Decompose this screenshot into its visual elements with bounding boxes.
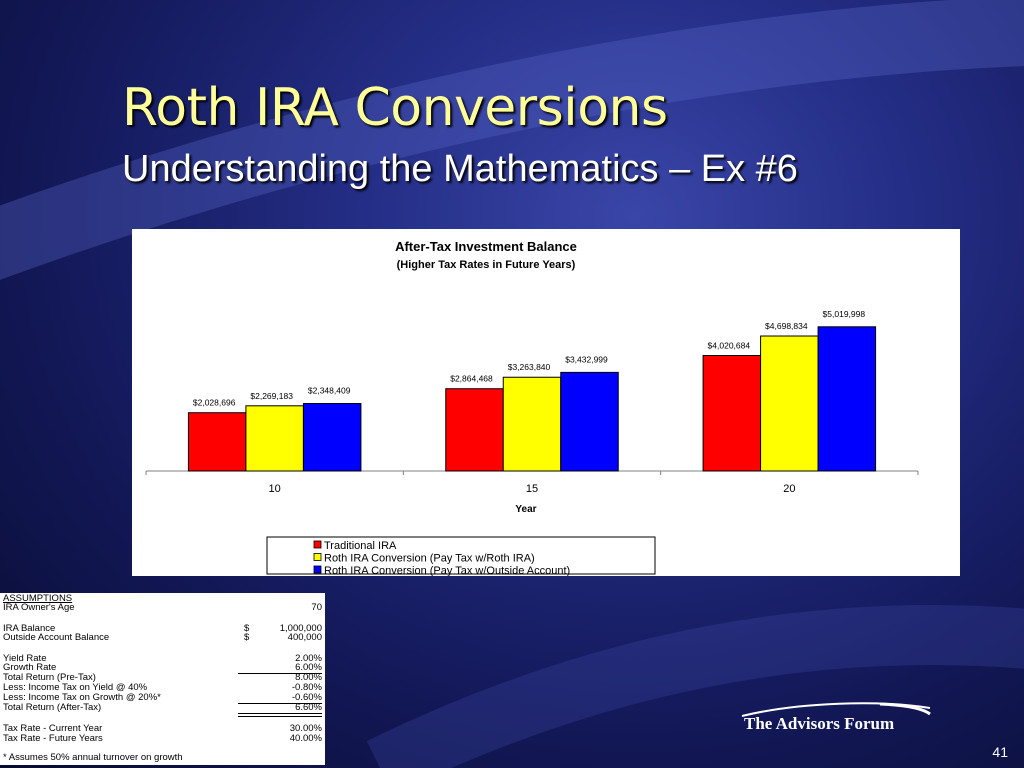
ira-balance-currency: $	[244, 623, 250, 634]
growth-rate-label: Growth Rate	[3, 662, 57, 673]
assumptions-footnote: * Assumes 50% annual turnover on growth	[3, 752, 183, 763]
bar-data-label: $2,028,696	[193, 398, 236, 408]
total-double-rule	[238, 713, 322, 717]
legend-entry: Traditional IRA	[324, 540, 397, 552]
tax-on-yield-label: Less: Income Tax on Yield @ 40%	[3, 682, 148, 693]
legend-entry: Roth IRA Conversion (Pay Tax w/Roth IRA)	[324, 553, 535, 565]
legend-box	[266, 536, 656, 575]
bar	[245, 405, 304, 472]
chart-title: After-Tax Investment Balance	[395, 239, 577, 254]
bar-data-label: $5,019,998	[823, 309, 866, 319]
tax-on-yield-value: -0.80%	[291, 682, 322, 693]
total-return-pretax-label: Total Return (Pre-Tax)	[3, 672, 96, 683]
bar	[187, 412, 247, 472]
assumptions-heading: ASSUMPTIONS	[3, 593, 73, 604]
bar	[760, 335, 819, 472]
ira-balance-value: 1,000,000	[279, 623, 322, 634]
legend-swatch	[313, 540, 322, 549]
bar	[445, 388, 504, 472]
tax-rate-future-value: 40.00%	[289, 733, 322, 744]
legend-swatch	[313, 553, 322, 561]
bar	[817, 326, 877, 472]
bar-data-label: $2,269,183	[250, 391, 293, 401]
bar-chart: After-Tax Investment Balance (Higher Tax…	[145, 239, 919, 576]
subtotal-rule	[238, 673, 322, 674]
slide-subtitle: Understanding the Mathematics – Ex #6	[122, 148, 798, 190]
bar	[302, 403, 362, 472]
chart-panel: After-Tax Investment Balance (Higher Tax…	[132, 229, 960, 576]
x-axis-label: Year	[515, 504, 536, 515]
advisors-forum-logo: The Advisors Forum	[730, 700, 940, 740]
logo-text: The Advisors Forum	[744, 714, 895, 733]
growth-rate-value: 6.00%	[295, 662, 322, 673]
bar	[502, 376, 562, 472]
assumptions-table: ASSUMPTIONS IRA Owner's Age 70 IRA Balan…	[0, 593, 325, 765]
total-return-pretax-value: 8.00%	[295, 672, 322, 683]
outside-balance-value: 400,000	[287, 632, 322, 643]
x-tick-label: 15	[526, 483, 538, 495]
legend-swatch	[313, 565, 322, 574]
tax-rate-current-label: Tax Rate - Current Year	[3, 723, 103, 734]
bar-data-label: $3,263,840	[508, 362, 551, 372]
tax-rate-current-value: 30.00%	[289, 723, 322, 734]
logo-swoosh-icon	[741, 702, 931, 717]
x-tick-label: 10	[269, 483, 281, 495]
x-tick-label: 20	[783, 483, 795, 495]
yield-rate-label: Yield Rate	[3, 653, 47, 664]
bar-data-label: $2,348,409	[308, 386, 351, 396]
bar	[560, 371, 619, 472]
owners-age-value: 70	[311, 602, 322, 613]
legend-entry: Roth IRA Conversion (Pay Tax w/Outside A…	[324, 565, 570, 576]
bar	[702, 354, 762, 472]
yield-rate-value: 2.00%	[295, 653, 322, 664]
outside-balance-label: Outside Account Balance	[3, 632, 110, 643]
slide-title: Roth IRA Conversions	[122, 78, 668, 138]
bar-data-label: $4,020,684	[708, 340, 751, 350]
bar-data-label: $3,432,999	[565, 354, 608, 364]
tax-on-growth-label: Less: Income Tax on Growth @ 20%*	[3, 692, 161, 703]
owners-age-label: IRA Owner's Age	[3, 602, 75, 613]
chart-subtitle: (Higher Tax Rates in Future Years)	[397, 259, 576, 271]
total-return-aftertax-label: Total Return (After-Tax)	[3, 702, 102, 713]
tax-rate-future-label: Tax Rate - Future Years	[3, 733, 103, 744]
total-rule	[238, 703, 322, 704]
bar-data-label: $2,864,468	[450, 374, 493, 384]
ira-balance-label: IRA Balance	[3, 623, 56, 634]
outside-balance-currency: $	[244, 632, 250, 643]
tax-on-growth-value: -0.60%	[291, 692, 322, 703]
page-number: 41	[992, 744, 1008, 760]
total-return-aftertax-value: 6.60%	[295, 702, 322, 713]
bar-data-label: $4,698,834	[765, 321, 808, 331]
